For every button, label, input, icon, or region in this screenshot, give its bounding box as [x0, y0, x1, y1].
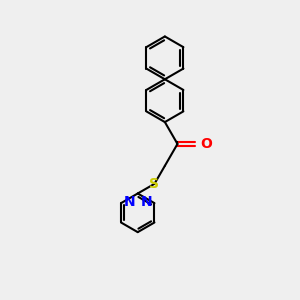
Text: N: N — [123, 195, 135, 209]
Text: S: S — [149, 177, 160, 191]
Text: N: N — [140, 195, 152, 209]
Text: O: O — [201, 137, 213, 151]
